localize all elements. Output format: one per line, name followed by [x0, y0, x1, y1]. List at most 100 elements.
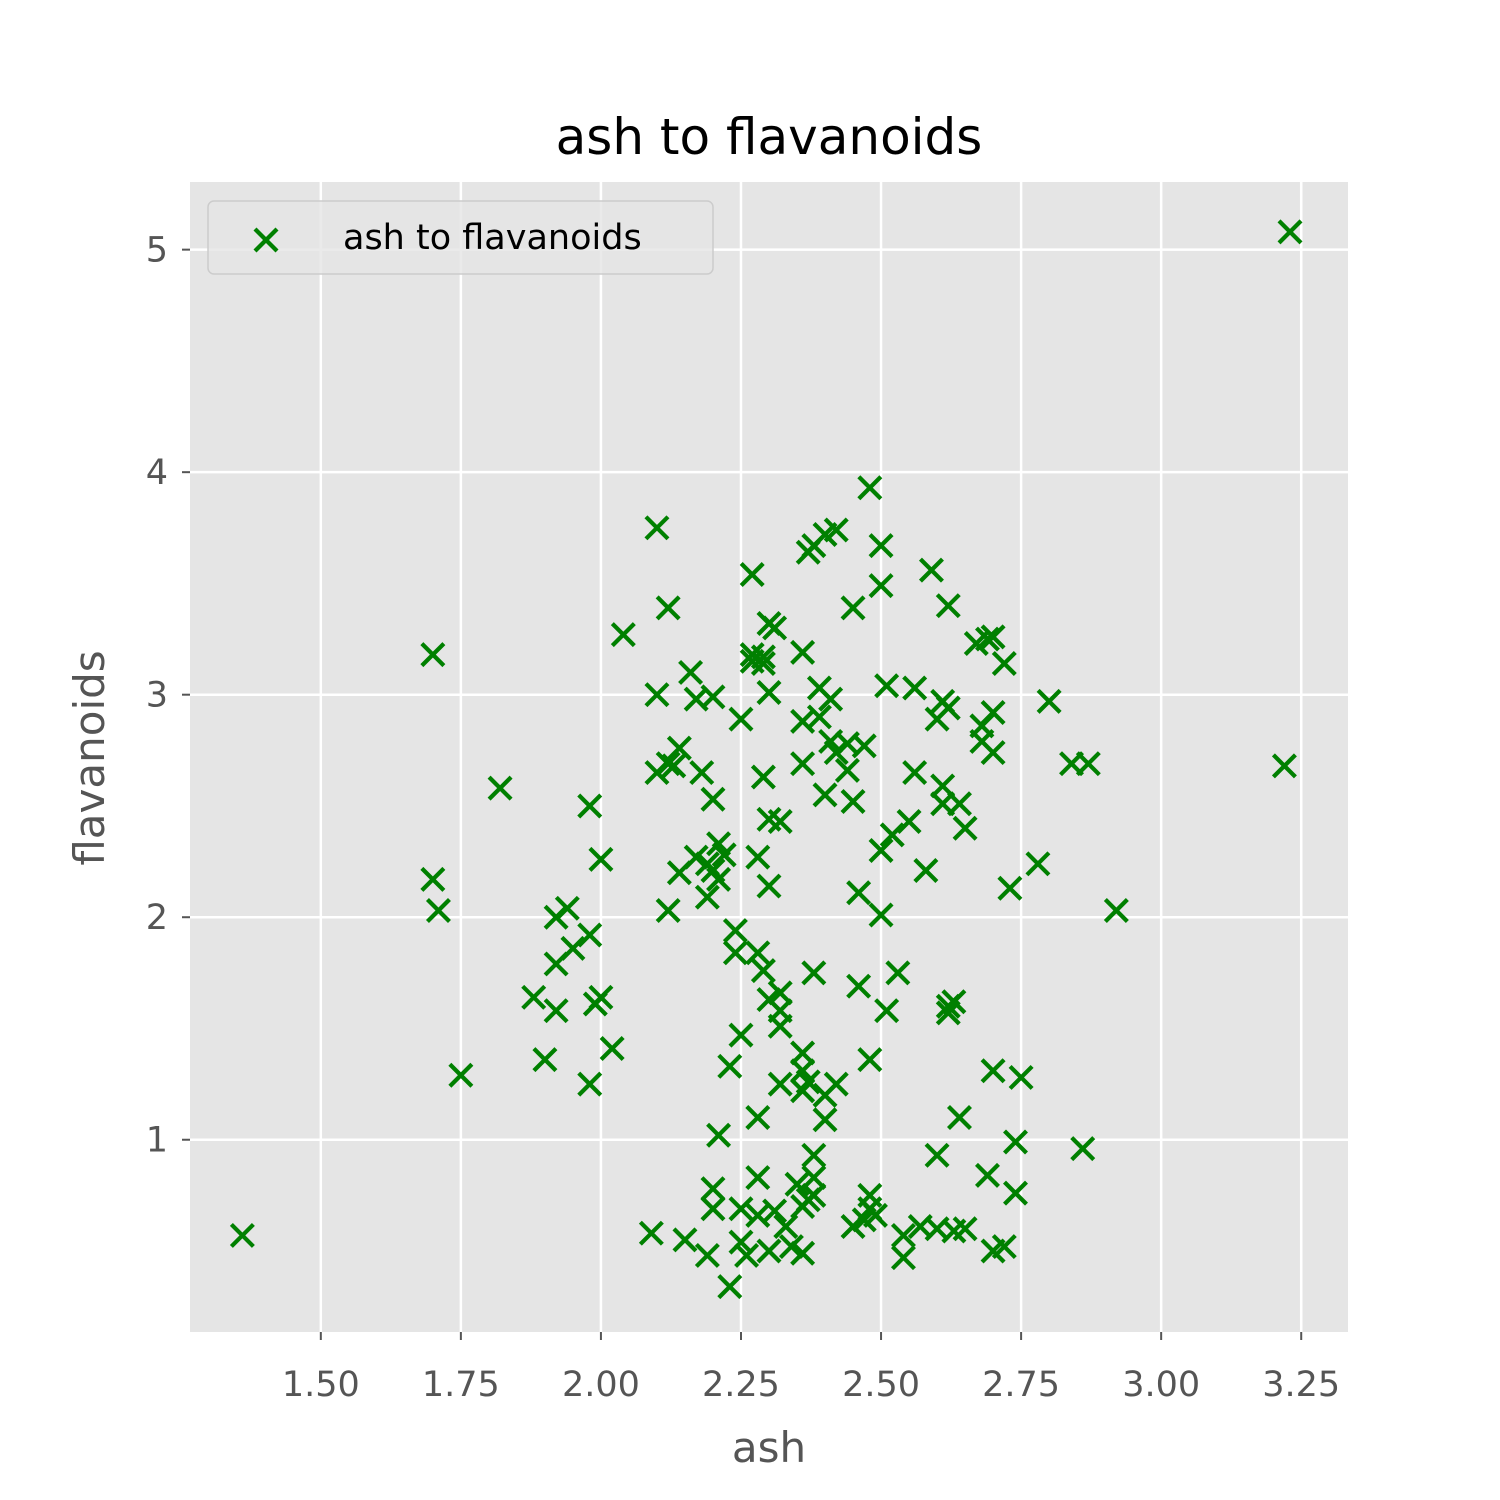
data-point: [874, 998, 900, 1024]
data-point: [745, 940, 771, 966]
data-point: [896, 809, 922, 835]
data-point: [801, 1165, 827, 1191]
data-point: [756, 873, 782, 899]
y-tick-label: 2: [146, 898, 168, 938]
data-point: [902, 675, 928, 701]
data-point: [745, 1105, 771, 1130]
data-point: [700, 1176, 726, 1202]
data-point: [851, 733, 877, 759]
data-point: [672, 1227, 698, 1253]
data-point: [767, 1071, 793, 1097]
data-point: [924, 1142, 950, 1168]
data-point: [1070, 1136, 1096, 1162]
data-point: [750, 958, 776, 984]
data-point: [521, 984, 547, 1010]
data-point: [1277, 219, 1303, 245]
x-tick-label: 2.00: [562, 1365, 640, 1405]
data-point: [975, 1162, 1000, 1188]
data-point: [666, 735, 692, 761]
x-tick-label: 2.50: [842, 1365, 920, 1405]
data-points: [229, 219, 1303, 1300]
data-point: [767, 1013, 793, 1039]
data-point: [913, 858, 939, 883]
data-point: [722, 940, 748, 966]
y-tick-label: 4: [146, 453, 168, 493]
data-point: [448, 1062, 474, 1088]
data-point: [991, 1234, 1017, 1260]
x-tick-label: 2.25: [702, 1365, 780, 1405]
data-point: [941, 989, 967, 1015]
data-point: [857, 1047, 883, 1073]
data-point: [532, 1047, 558, 1073]
data-point: [890, 1222, 916, 1248]
data-point: [862, 1202, 888, 1228]
y-tick-label: 5: [146, 231, 168, 271]
data-point: [778, 1234, 804, 1260]
data-point: [1003, 1129, 1028, 1155]
data-point: [1271, 753, 1297, 779]
data-point: [655, 898, 681, 924]
data-point: [728, 706, 754, 732]
data-point: [980, 1058, 1006, 1084]
data-point: [980, 700, 1006, 725]
legend-box: [207, 200, 714, 275]
data-point: [918, 557, 944, 583]
chart-title: ash to flavanoids: [556, 108, 983, 166]
data-point: [706, 866, 732, 892]
y-tick-label: 3: [146, 676, 168, 716]
data-point: [610, 622, 636, 648]
data-point: [717, 1053, 743, 1079]
data-point: [795, 1069, 821, 1095]
data-point: [577, 1071, 603, 1097]
data-point: [790, 751, 816, 777]
data-point: [756, 679, 782, 705]
data-point: [812, 782, 838, 808]
data-point: [678, 659, 704, 685]
data-point: [728, 1196, 754, 1222]
data-point: [543, 998, 569, 1024]
data-point: [790, 639, 816, 665]
data-point: [801, 960, 827, 986]
y-tick-label: 1: [146, 1121, 168, 1161]
x-tick-label: 1.75: [422, 1365, 500, 1405]
data-point: [1075, 751, 1101, 777]
data-point: [644, 682, 670, 708]
data-point: [683, 844, 709, 870]
data-point: [818, 686, 844, 712]
data-point: [655, 595, 681, 621]
data-point: [728, 1022, 754, 1048]
data-point: [879, 822, 905, 848]
data-point: [1008, 1064, 1034, 1090]
legend-label: ash to flavanoids: [343, 218, 642, 258]
data-point: [868, 902, 894, 928]
data-point: [560, 935, 586, 961]
legend-marker: [253, 227, 279, 253]
data-point: [554, 895, 580, 921]
data-point: [1036, 688, 1062, 714]
data-point: [935, 695, 961, 721]
data-point: [1025, 851, 1051, 877]
data-point: [846, 973, 872, 999]
data-point: [890, 1245, 916, 1271]
data-point: [823, 517, 849, 543]
data-point: [728, 1229, 754, 1255]
legend: ash to flavanoids: [207, 200, 714, 275]
data-point: [694, 1242, 720, 1268]
data-point: [806, 704, 832, 730]
data-point: [762, 1198, 788, 1224]
data-point: [790, 1040, 816, 1066]
data-point: [868, 573, 894, 599]
data-point: [790, 1240, 816, 1266]
y-axis-label: flavanoids: [65, 650, 114, 865]
data-point: [745, 844, 771, 870]
data-point: [857, 475, 883, 501]
data-point: [801, 1142, 827, 1168]
plot-area: [190, 182, 1348, 1332]
legend-marker-x-icon: [253, 227, 279, 253]
data-point: [599, 1036, 625, 1061]
data-point: [661, 753, 687, 779]
data-point: [588, 846, 614, 872]
data-point: [689, 760, 715, 786]
data-point: [980, 624, 1006, 650]
data-point: [739, 562, 765, 588]
